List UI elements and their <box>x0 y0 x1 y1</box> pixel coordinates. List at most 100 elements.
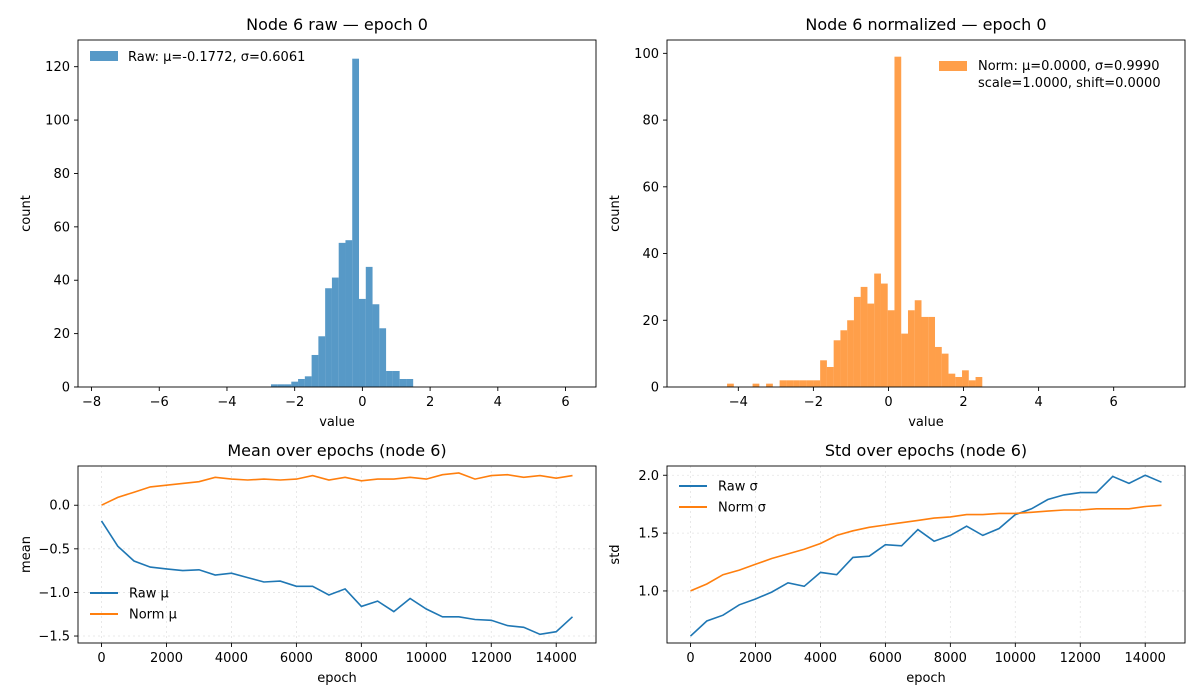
axes-frame <box>77 465 597 644</box>
y-tick-label: 1.5 <box>638 527 659 542</box>
histogram-bar <box>304 376 312 387</box>
axes-frame <box>77 39 597 388</box>
histogram-bar <box>935 346 942 387</box>
chart-title: Std over epochs (node 6) <box>825 441 1027 460</box>
histogram-bar <box>941 353 949 387</box>
histogram-bar <box>840 330 848 387</box>
x-axis-label: epoch <box>317 671 357 686</box>
series-line <box>690 504 1162 592</box>
x-tick-label: 8000 <box>345 651 378 666</box>
x-tick-label: 0 <box>884 395 892 410</box>
y-axis-label: count <box>19 195 34 232</box>
x-tick-label: 2000 <box>150 651 183 666</box>
y-tick-label: 1.0 <box>638 584 659 599</box>
y-tick-label: 60 <box>53 220 70 235</box>
histogram-bar <box>786 380 794 387</box>
x-tick-label: 6 <box>561 395 569 410</box>
y-tick-label: −0.5 <box>38 542 70 557</box>
chart-title: Node 6 normalized — epoch 0 <box>805 15 1046 34</box>
y-tick-label: 80 <box>53 167 70 182</box>
histogram-bar <box>311 354 319 387</box>
histogram-bar <box>359 298 366 387</box>
legend-label-line2: scale=1.0000, shift=0.0000 <box>978 76 1161 91</box>
histogram-bar <box>826 366 834 387</box>
y-tick-label: 0 <box>651 381 659 396</box>
x-tick-label: −4 <box>217 395 236 410</box>
histogram-bar <box>277 384 285 387</box>
x-axis-label: epoch <box>906 671 946 686</box>
x-tick-label: 0 <box>97 651 105 666</box>
x-tick-label: −2 <box>804 395 823 410</box>
x-tick-label: 0 <box>358 395 366 410</box>
legend: Raw: μ=-0.1772, σ=0.6061 <box>90 50 305 65</box>
x-tick-label: 12000 <box>1060 651 1101 666</box>
histogram-bar <box>372 304 380 387</box>
x-tick-label: 4 <box>494 395 502 410</box>
x-tick-label: 4000 <box>804 651 837 666</box>
series-line <box>101 472 573 506</box>
histogram-bar <box>399 378 407 387</box>
histogram-bar <box>793 380 800 387</box>
x-tick-label: 10000 <box>406 651 447 666</box>
histogram-bar <box>948 373 956 387</box>
x-tick-label: −8 <box>82 395 101 410</box>
x-tick-label: 2 <box>959 395 967 410</box>
histogram-bar <box>907 310 915 387</box>
chart-panel-4: 0 2000 4000 6000 8000 10000 12000 14000 1.0 1.5 2.… <box>608 441 1186 686</box>
y-tick-label: 20 <box>53 327 70 342</box>
histogram-bar <box>379 328 387 387</box>
y-tick-label: 40 <box>642 247 659 262</box>
y-tick-label: 0 <box>62 381 70 396</box>
y-axis-label: mean <box>19 536 34 573</box>
histogram-bar <box>880 283 888 387</box>
histogram-bar <box>799 380 807 387</box>
x-tick-label: 6000 <box>869 651 902 666</box>
histogram-bar <box>406 378 414 387</box>
histogram-bar <box>968 380 976 387</box>
legend-label: Norm: μ=0.0000, σ=0.9990 <box>978 59 1160 74</box>
histogram-bar <box>914 300 922 387</box>
x-tick-label: 14000 <box>1125 651 1166 666</box>
histogram-bar <box>867 303 875 387</box>
histogram-bar <box>338 242 346 387</box>
legend: Raw σ Norm σ <box>679 480 766 516</box>
legend: Norm: μ=0.0000, σ=0.9990 scale=1.0000, sh… <box>939 59 1161 91</box>
histogram-bar <box>345 240 353 387</box>
legend-label: Raw σ <box>718 480 758 495</box>
legend-label: Raw μ <box>129 587 169 602</box>
chart-panel-3: 0 2000 4000 6000 8000 10000 12000 14000 −1.5 −1.0… <box>19 441 597 686</box>
y-tick-label: −1.5 <box>38 630 70 645</box>
x-tick-label: −2 <box>285 395 304 410</box>
histogram-bar <box>962 370 969 387</box>
histogram-bar <box>331 277 339 387</box>
histogram-bar <box>779 380 787 387</box>
histogram-bar <box>928 316 936 387</box>
histogram-bar <box>392 370 400 387</box>
y-axis-label: count <box>608 195 623 232</box>
histogram-bar <box>727 383 734 387</box>
histogram-bar <box>270 384 278 387</box>
x-tick-label: −4 <box>729 395 748 410</box>
x-tick-label: 0 <box>686 651 694 666</box>
histogram-bar <box>806 380 814 387</box>
x-tick-label: 12000 <box>471 651 512 666</box>
histogram-bar <box>874 273 881 387</box>
x-tick-label: 6000 <box>280 651 313 666</box>
histogram-bar <box>318 336 326 387</box>
legend-label: Raw: μ=-0.1772, σ=0.6061 <box>128 50 305 65</box>
histogram-bar <box>386 370 393 387</box>
chart-title: Mean over epochs (node 6) <box>227 441 446 460</box>
y-tick-label: 100 <box>45 114 70 129</box>
histogram-bar <box>352 58 360 387</box>
histogram-bar <box>365 266 373 387</box>
histogram-bar <box>847 320 854 387</box>
histogram-bar <box>894 56 902 388</box>
legend-swatch <box>939 61 967 71</box>
histogram-bar <box>887 310 895 387</box>
x-tick-label: −6 <box>150 395 169 410</box>
histogram-bar <box>813 380 821 387</box>
